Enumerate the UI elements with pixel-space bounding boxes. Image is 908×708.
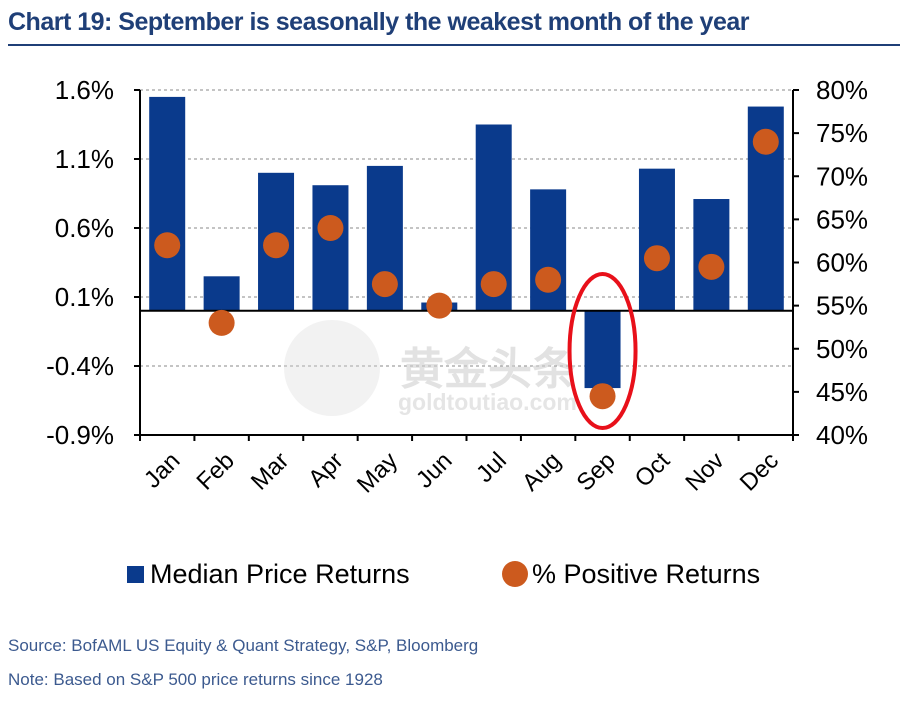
legend-dot-swatch <box>502 561 528 587</box>
highlight-ellipse <box>567 272 638 430</box>
category-label-apr: Apr <box>303 447 349 493</box>
dot-dec <box>752 128 779 155</box>
chart-title: Chart 19: September is seasonally the we… <box>8 8 750 36</box>
category-label-dec: Dec <box>735 447 784 496</box>
legend-dot-label: % Positive Returns <box>532 559 760 589</box>
right-tick-label: 65% <box>816 204 868 234</box>
dot-may <box>371 271 398 298</box>
category-label-jan: Jan <box>139 447 185 493</box>
note-text: Note: Based on S&P 500 price returns sin… <box>8 670 383 689</box>
left-tick-label: -0.9% <box>46 420 114 450</box>
watermark-text: 黄金头条 <box>400 344 576 395</box>
dot-feb <box>208 309 235 336</box>
left-tick-label: -0.4% <box>46 351 114 381</box>
right-tick-label: 40% <box>816 420 868 450</box>
bar-feb <box>203 276 240 311</box>
right-tick-label: 80% <box>816 75 868 105</box>
left-tick-label: 0.1% <box>55 282 114 312</box>
dot-sep <box>589 383 616 410</box>
category-label-jul: Jul <box>471 447 512 488</box>
right-tick-label: 60% <box>816 248 868 278</box>
dot-oct <box>643 245 670 272</box>
left-tick-label: 0.6% <box>55 213 114 243</box>
dot-jan <box>154 232 181 259</box>
category-label-nov: Nov <box>680 447 729 496</box>
category-label-oct: Oct <box>630 447 676 493</box>
left-tick-label: 1.6% <box>55 75 114 105</box>
dot-jun <box>426 292 453 319</box>
watermark-logo-icon <box>284 320 380 416</box>
bar-apr <box>312 185 349 311</box>
right-tick-label: 75% <box>816 118 868 148</box>
source-note: Source: BofAML US Equity & Quant Strateg… <box>8 636 479 655</box>
bar-sep <box>584 310 621 389</box>
category-label-feb: Feb <box>192 447 240 495</box>
dot-aug <box>535 266 562 293</box>
category-label-may: May <box>352 447 403 498</box>
legend-bar-label: Median Price Returns <box>150 559 410 589</box>
dot-jul <box>480 271 507 298</box>
bar-oct <box>638 168 675 311</box>
category-label-mar: Mar <box>246 447 294 495</box>
right-tick-label: 55% <box>816 291 868 321</box>
watermark-url: goldtoutiao.com <box>398 389 577 415</box>
category-label-jun: Jun <box>411 447 457 493</box>
right-tick-label: 45% <box>816 377 868 407</box>
bar-jan <box>149 96 186 311</box>
dot-apr <box>317 215 344 241</box>
left-tick-label: 1.1% <box>55 144 114 174</box>
dot-nov <box>698 253 725 280</box>
dot-mar <box>263 232 290 259</box>
category-label-aug: Aug <box>517 447 566 496</box>
right-tick-label: 70% <box>816 161 868 191</box>
right-tick-label: 50% <box>816 334 868 364</box>
legend-bar-swatch <box>127 566 144 583</box>
category-label-sep: Sep <box>571 447 620 496</box>
title-rule <box>8 44 900 46</box>
